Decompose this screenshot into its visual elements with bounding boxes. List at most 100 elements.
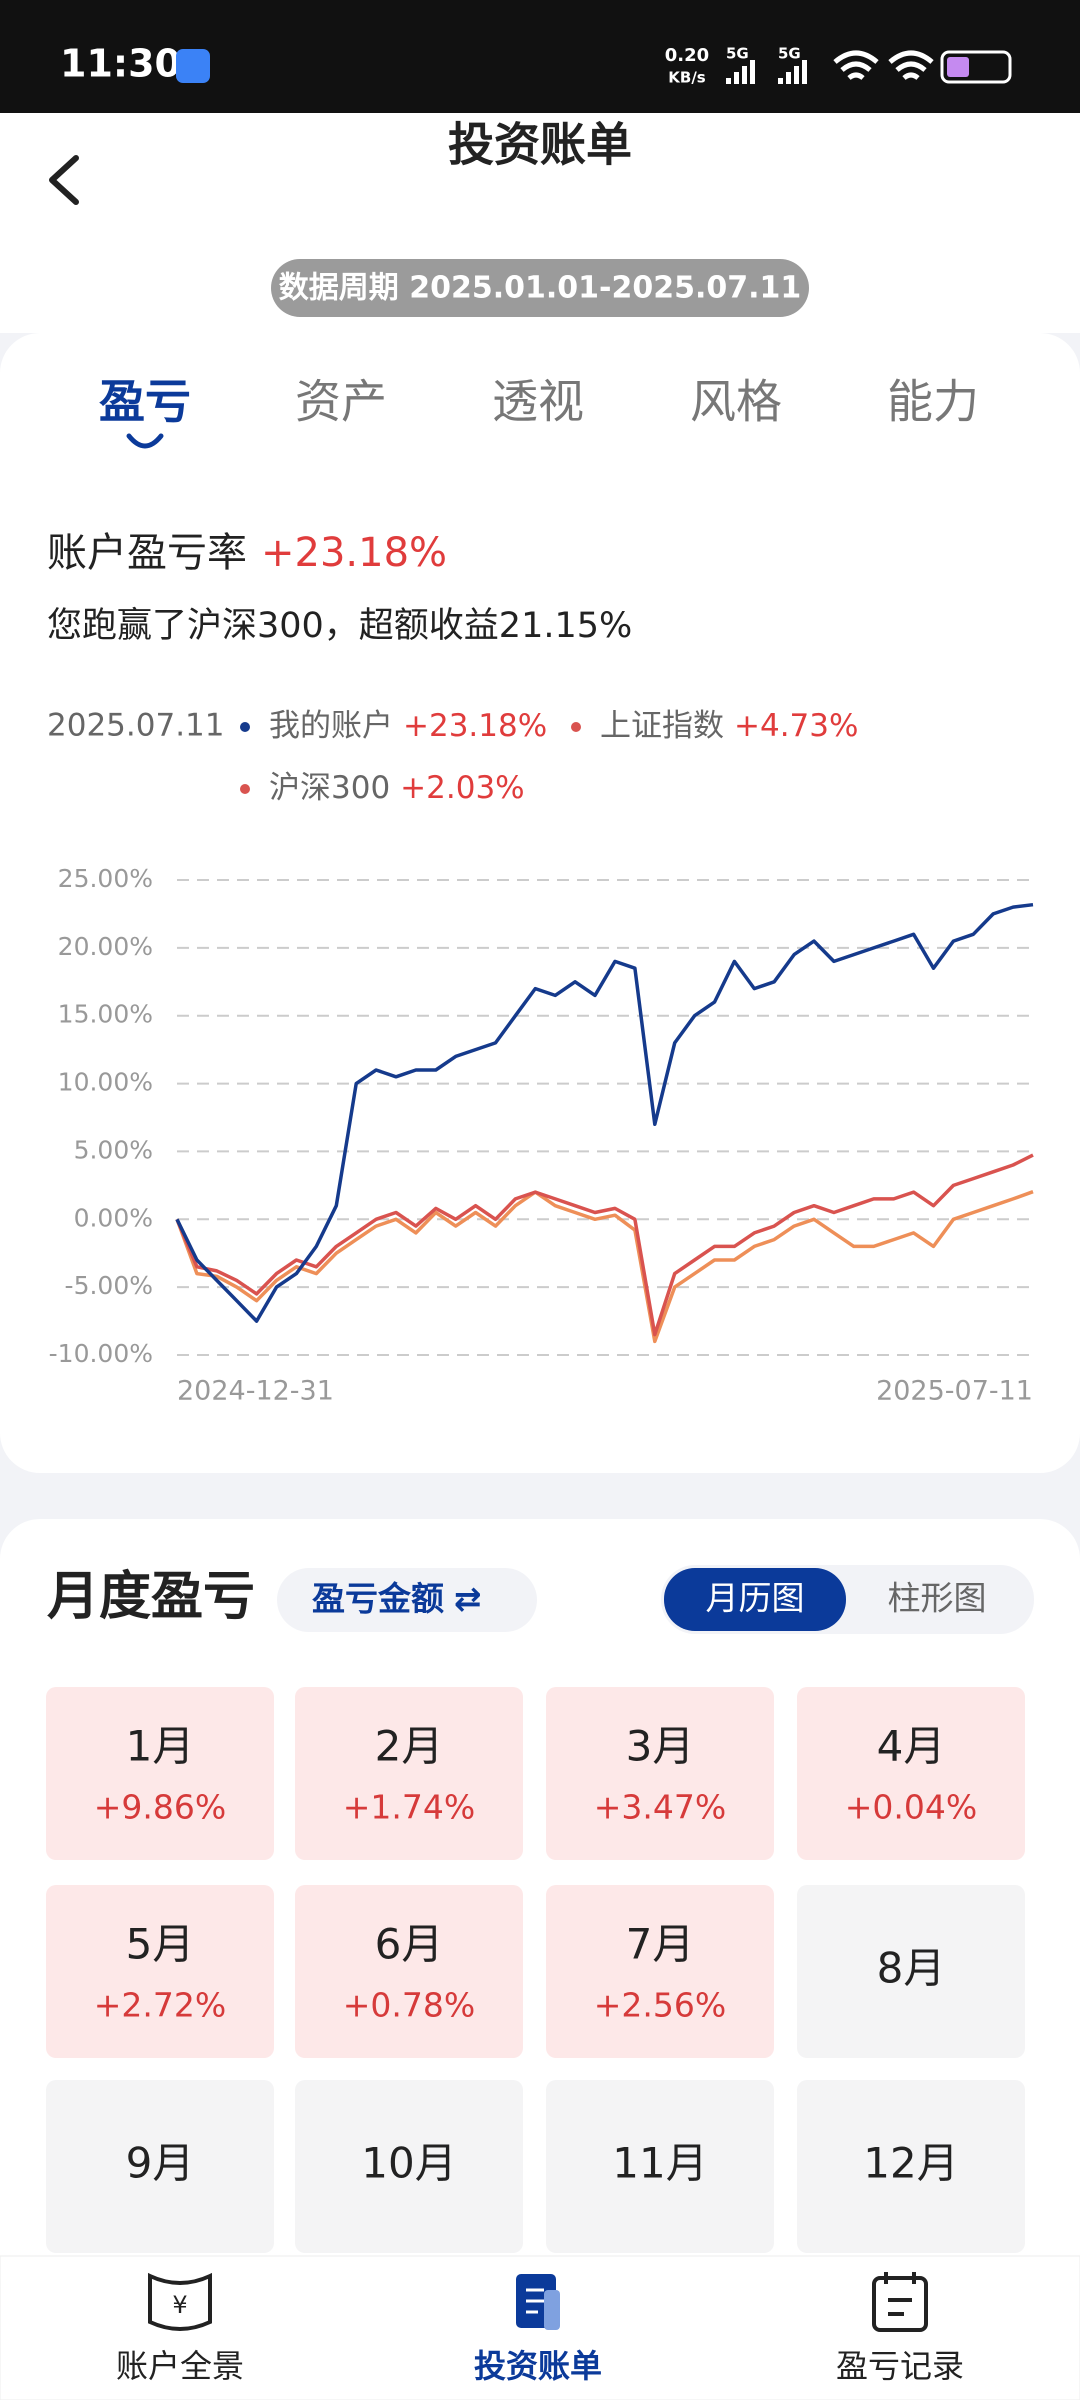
- month-label: 4月: [877, 1722, 946, 1771]
- tab[interactable]: 盈亏: [99, 375, 191, 429]
- legend-entry: 上证指数 +4.73%: [600, 708, 858, 744]
- month-value: +9.86%: [94, 1788, 226, 1827]
- view-option[interactable]: 柱形图: [888, 1579, 987, 1618]
- month-label: 9月: [126, 2139, 195, 2188]
- monthly-title: 月度盈亏: [47, 1567, 255, 1627]
- wifi-icon: [888, 50, 934, 80]
- series-line: [175, 902, 1034, 1323]
- y-tick-label: 5.00%: [74, 1135, 153, 1164]
- back-button[interactable]: [49, 155, 79, 205]
- nav-icon-lines: [526, 2288, 544, 2314]
- series-line: [175, 1190, 1034, 1344]
- y-tick-label: 25.00%: [58, 864, 153, 893]
- legend-value: +23.18%: [403, 708, 547, 744]
- net-unit: KB/s: [668, 69, 706, 87]
- signal-bar: [742, 66, 747, 84]
- legend-date: 2025.07.11: [47, 708, 225, 744]
- tab[interactable]: 资产: [295, 375, 387, 429]
- signal-bar: [802, 60, 807, 84]
- tab[interactable]: 风格: [690, 375, 782, 429]
- month-cell[interactable]: [797, 2080, 1025, 2253]
- month-value: +3.47%: [594, 1788, 726, 1827]
- month-value: +2.56%: [594, 1986, 726, 2025]
- nav-label[interactable]: 投资账单: [474, 2347, 602, 2385]
- month-value: +0.78%: [343, 1986, 475, 2025]
- y-tick-label: -10.00%: [49, 1339, 153, 1368]
- metric-pill[interactable]: [277, 1568, 537, 1632]
- battery: [940, 50, 1012, 84]
- legend-name: 沪深300: [269, 770, 390, 806]
- clock: 11:30: [60, 42, 181, 86]
- nav-icon: [148, 2272, 212, 2331]
- legend-entry: 我的账户 +23.18%: [269, 708, 547, 744]
- month-cell[interactable]: [546, 2080, 774, 2253]
- legend-value: +2.03%: [400, 770, 524, 806]
- nav-icon: [872, 2276, 928, 2332]
- month-cell[interactable]: [797, 1885, 1025, 2058]
- app-icon: [176, 49, 210, 83]
- tab[interactable]: 透视: [492, 375, 584, 429]
- signal-bar: [734, 72, 739, 84]
- nav-icon-lines: [884, 2272, 916, 2316]
- month-label: 7月: [626, 1920, 695, 1969]
- page-title: 投资账单: [448, 118, 632, 172]
- metric-icon: ⇄: [454, 1579, 482, 1618]
- month-label: 11月: [612, 2139, 707, 2188]
- summary-note: 您跑赢了沪深300，超额收益21.15%: [47, 606, 632, 646]
- signal-bar: [750, 60, 755, 84]
- legend-dot: [240, 784, 250, 794]
- month-cell[interactable]: [797, 1687, 1025, 1860]
- tab-indicator: [126, 433, 164, 449]
- month-value: +0.04%: [845, 1788, 977, 1827]
- metric-label: 盈亏金额: [312, 1579, 444, 1618]
- month-cell[interactable]: [295, 2080, 523, 2253]
- month-label: 8月: [877, 1944, 946, 1993]
- signal-type: 5G: [778, 45, 801, 63]
- battery-level: [947, 57, 969, 77]
- month-cell[interactable]: [546, 1885, 774, 2058]
- month-label: 3月: [626, 1722, 695, 1771]
- nav-icon-shadow: [544, 2290, 560, 2330]
- period-pill: [271, 259, 809, 317]
- x-tick-label: 2025-07-11: [876, 1376, 1033, 1407]
- month-cell[interactable]: [295, 1687, 523, 1860]
- legend-name: 上证指数: [600, 708, 724, 744]
- return-rate-value: +23.18%: [261, 530, 447, 576]
- month-label: 2月: [375, 1722, 444, 1771]
- nav-label[interactable]: 账户全景: [116, 2347, 244, 2385]
- legend-dot: [571, 722, 581, 732]
- month-label: 12月: [863, 2139, 958, 2188]
- nav-label[interactable]: 盈亏记录: [836, 2347, 964, 2385]
- signal-type: 5G: [726, 45, 749, 63]
- period-text: 数据周期 2025.01.01-2025.07.11: [279, 271, 801, 306]
- tab[interactable]: 能力: [887, 375, 979, 429]
- legend-entry: 沪深300 +2.03%: [269, 770, 525, 806]
- month-label: 6月: [375, 1920, 444, 1969]
- month-cell[interactable]: [46, 1885, 274, 2058]
- y-tick-label: -5.00%: [65, 1271, 153, 1300]
- month-label: 5月: [126, 1920, 195, 1969]
- metric-toggle[interactable]: 盈亏金额 ⇄: [312, 1579, 482, 1618]
- month-label: 1月: [126, 1722, 195, 1771]
- view-option[interactable]: 月历图: [706, 1579, 805, 1618]
- signal-bar: [786, 72, 791, 84]
- month-cell[interactable]: [546, 1687, 774, 1860]
- signal-bar: [726, 78, 731, 84]
- month-cell[interactable]: [295, 1885, 523, 2058]
- month-value: +2.72%: [94, 1986, 226, 2025]
- y-tick-label: 20.00%: [58, 932, 153, 961]
- nav-icon-text: ¥: [172, 2291, 187, 2319]
- wifi-icon: [833, 50, 879, 80]
- legend-dot: [240, 722, 250, 732]
- chart-card: [0, 333, 1080, 1473]
- legend-name: 我的账户: [269, 708, 393, 744]
- y-tick-label: 10.00%: [58, 1068, 153, 1097]
- net-speed: 0.20: [665, 45, 709, 66]
- view-selected: [664, 1568, 846, 1631]
- month-cell[interactable]: [46, 2080, 274, 2253]
- return-rate-label: 账户盈亏率: [47, 530, 247, 576]
- signal-bar: [778, 78, 783, 84]
- series-line: [175, 1153, 1034, 1337]
- month-cell[interactable]: [46, 1687, 274, 1860]
